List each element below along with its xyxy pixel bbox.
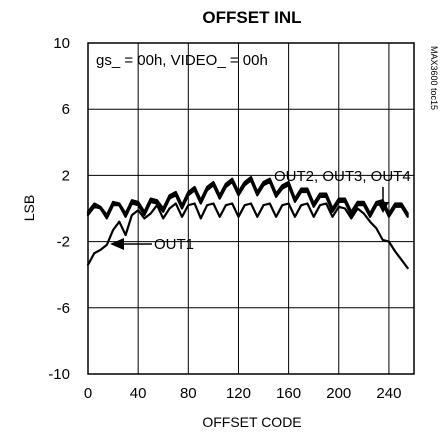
y-tick-label-2: 2 xyxy=(62,167,70,184)
x-tick-label-160: 160 xyxy=(276,385,301,402)
y-tick-label-6: 6 xyxy=(62,101,70,118)
x-axis-ticks: 0 40 80 120 160 200 240 xyxy=(84,385,402,402)
chart-title: OFFSET INL xyxy=(202,8,301,27)
y-tick-label--2: -2 xyxy=(57,234,70,251)
x-tick-label-120: 120 xyxy=(226,385,251,402)
y-tick-label-10: 10 xyxy=(53,35,70,52)
y-axis-label: LSB xyxy=(21,195,37,221)
x-axis-label: OFFSET CODE xyxy=(202,414,301,430)
series-layer xyxy=(86,176,409,270)
y-axis-ticks: 10 6 2 -2 -6 -10 xyxy=(48,35,70,383)
series-line-out1 xyxy=(86,202,409,270)
grid-lines xyxy=(88,43,414,374)
y-tick-label--10: -10 xyxy=(48,366,70,383)
condition-label: gs_ = 00h, VIDEO_ = 00h xyxy=(96,52,268,69)
y-tick-label--6: -6 xyxy=(57,300,70,317)
upper-annotation-label: OUT2, OUT3, OUT4 xyxy=(274,168,411,185)
x-tick-label-40: 40 xyxy=(130,385,147,402)
part-code: MAX3600 toc15 xyxy=(429,46,439,110)
x-tick-label-200: 200 xyxy=(326,385,351,402)
upper-annotation-arrow xyxy=(377,202,389,213)
x-tick-label-0: 0 xyxy=(84,385,92,402)
x-tick-label-240: 240 xyxy=(376,385,401,402)
out1-annotation-arrow xyxy=(110,238,124,250)
series-line-out4 xyxy=(86,177,409,218)
out1-annotation-label: OUT1 xyxy=(154,236,194,253)
x-tick-label-80: 80 xyxy=(180,385,197,402)
